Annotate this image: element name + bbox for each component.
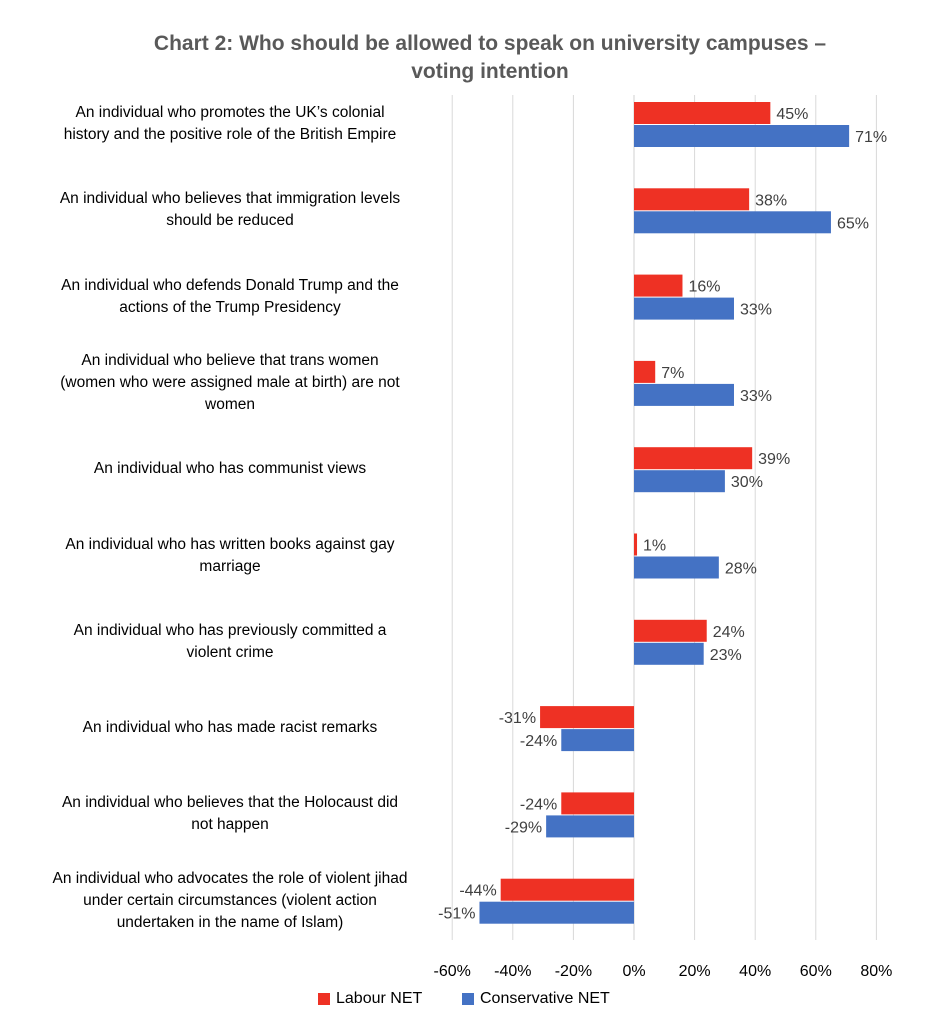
x-tick-label: 20% — [679, 963, 711, 980]
category-label-line: An individual who has previously committ… — [73, 621, 387, 639]
category-label-line: An individual who believes that immigrat… — [59, 190, 401, 208]
bar-labour — [561, 792, 634, 815]
category-label-line: An individual who promotes the UK’s colo… — [75, 104, 385, 121]
x-tick-label: -40% — [494, 963, 531, 980]
category-label-line: An individual who defends Donald Trump a… — [61, 276, 399, 294]
x-tick-label: 60% — [800, 963, 832, 980]
data-label-labour: -31% — [499, 710, 536, 727]
bar-labour — [634, 447, 753, 470]
x-tick-label: 40% — [739, 963, 771, 980]
category-label-line: An individual who has made racist remark… — [82, 719, 378, 737]
data-label-labour: 7% — [661, 365, 684, 382]
category-label-line: actions of the Trump Presidency — [119, 298, 341, 316]
category-label-line: marriage — [199, 557, 261, 575]
bar-conservative — [634, 383, 734, 406]
category-label-line: An individual who believes that the Holo… — [61, 794, 399, 812]
bar-labour — [634, 102, 771, 124]
bar-conservative — [561, 729, 634, 752]
bar-conservative — [479, 901, 634, 924]
category-label: An individual who promotes the UK’s colo… — [20, 102, 440, 146]
category-label: An individual who advocates the role of … — [20, 868, 440, 934]
data-label-conservative: 33% — [740, 302, 772, 319]
x-tick-label: 80% — [860, 963, 892, 980]
bar-conservative — [634, 125, 850, 147]
legend-item-conservative: Conservative NET — [462, 988, 610, 1010]
category-label-line: (women who were assigned male at birth) … — [60, 373, 400, 391]
category-label-line: violent crime — [186, 643, 274, 661]
bars — [479, 102, 850, 924]
category-label-line: An individual who believe that trans wom… — [81, 351, 379, 369]
category-label: An individual who has previously committ… — [20, 620, 440, 664]
bar-labour — [634, 533, 638, 556]
category-label-line: should be reduced — [166, 212, 294, 230]
data-label-conservative: 71% — [855, 129, 887, 146]
chart-title: Chart 2: Who should be allowed to speak … — [60, 30, 920, 86]
bar-conservative — [634, 297, 734, 320]
data-label-labour: 1% — [643, 538, 666, 555]
category-label-line: An individual who has written books agai… — [65, 535, 395, 553]
chart-title-line-2: voting intention — [411, 60, 569, 83]
category-label-line: An individual who has communist views — [93, 460, 367, 478]
category-label: An individual who has communist views — [20, 458, 440, 480]
bar-labour — [540, 706, 634, 729]
bar-conservative — [546, 815, 634, 838]
bar-labour — [634, 274, 683, 297]
data-label-labour: -24% — [520, 796, 557, 813]
bar-labour — [634, 188, 750, 211]
data-labels: 45% 38% 16% 7% 39% 1% 24% -31% -24% -44% 71% 65% 33%… — [438, 106, 887, 923]
data-label-conservative: 30% — [731, 474, 763, 491]
data-label-labour: 38% — [755, 192, 787, 209]
data-label-conservative: 28% — [725, 561, 757, 578]
data-label-conservative: -24% — [520, 733, 557, 750]
bar-labour — [634, 619, 707, 642]
legend-label-conservative: Conservative NET — [480, 990, 610, 1007]
category-label-line: not happen — [191, 816, 269, 834]
category-label: An individual who defends Donald Trump a… — [20, 275, 440, 319]
x-tick-label: -60% — [434, 963, 471, 980]
bar-labour — [500, 878, 634, 901]
data-label-conservative: -51% — [438, 906, 475, 923]
category-label: An individual who has written books agai… — [20, 534, 440, 578]
data-label-labour: 16% — [688, 279, 720, 296]
data-label-conservative: 65% — [837, 215, 869, 232]
category-label: An individual who has made racist remark… — [20, 717, 440, 739]
legend-swatch-conservative — [462, 993, 474, 1005]
bar-conservative — [634, 470, 725, 493]
category-label-line: under certain circumstances (violent act… — [83, 891, 377, 909]
x-tick-label: 0% — [622, 963, 645, 980]
data-label-labour: 45% — [776, 106, 808, 123]
category-label: An individual who believes that the Holo… — [20, 792, 440, 836]
legend-swatch-labour — [318, 993, 330, 1005]
category-label-line: history and the positive role of the Bri… — [63, 126, 397, 143]
bar-conservative — [634, 211, 831, 234]
data-label-labour: 24% — [713, 624, 745, 641]
bar-conservative — [634, 556, 719, 579]
category-label: An individual who believe that trans wom… — [20, 350, 440, 416]
x-tick-label: -20% — [555, 963, 592, 980]
x-tick-labels: -60% -40% -20% 0% 20% 40% 60% 80% — [434, 963, 893, 980]
data-label-conservative: -29% — [505, 819, 542, 836]
bar-conservative — [634, 642, 704, 665]
data-label-conservative: 33% — [740, 388, 772, 405]
data-label-labour: 39% — [758, 451, 790, 468]
legend-item-labour: Labour NET — [318, 988, 422, 1010]
category-label-line: An individual who advocates the role of … — [52, 869, 408, 887]
chart-title-line-1: Chart 2: Who should be allowed to speak … — [153, 32, 827, 55]
bar-labour — [634, 360, 656, 383]
category-label-line: undertaken in the name of Islam) — [116, 913, 344, 931]
legend-label-labour: Labour NET — [336, 990, 423, 1007]
category-label: An individual who believes that immigrat… — [20, 188, 440, 232]
data-label-conservative: 23% — [710, 647, 742, 664]
data-label-labour: -44% — [459, 883, 496, 900]
category-label-line: women — [205, 395, 255, 413]
